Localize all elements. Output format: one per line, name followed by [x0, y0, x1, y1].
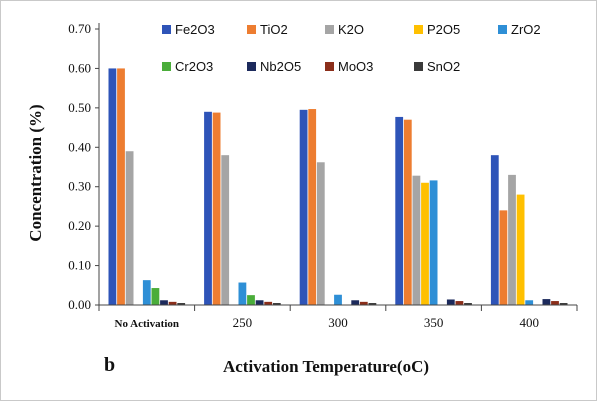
bar-p2o5 — [516, 194, 525, 305]
bar-moo3 — [168, 301, 177, 305]
x-tick-label: 350 — [424, 315, 444, 330]
bar-tio2 — [403, 119, 412, 305]
legend-label: SnO2 — [427, 59, 460, 74]
bar-zro2 — [429, 180, 438, 305]
series-p2o5 — [421, 182, 525, 305]
legend-label: TiO2 — [260, 22, 288, 37]
bar-sno2 — [368, 303, 377, 305]
bar-nb2o5 — [446, 299, 455, 305]
series-nb2o5 — [160, 299, 551, 305]
legend: Fe2O3 TiO2 K2O P2O5 ZrO2 Cr2O3 Nb2O5 MoO3 SnO2 — [162, 22, 541, 74]
bar-cr2o3 — [151, 288, 160, 305]
bar-k2o — [316, 162, 325, 305]
bar-nb2o5 — [351, 300, 360, 305]
bar-k2o — [125, 151, 134, 305]
series-cr2o3 — [151, 288, 255, 305]
y-axis-label: Concentration (%) — [26, 104, 45, 241]
bar-moo3 — [551, 301, 559, 305]
bar-zro2 — [525, 300, 534, 305]
bar-moo3 — [455, 301, 464, 305]
legend-swatch — [162, 25, 171, 34]
series-k2o — [125, 151, 516, 305]
series-zro2 — [142, 180, 534, 305]
bar-moo3 — [359, 301, 368, 305]
x-tick-label: 400 — [519, 315, 539, 330]
bar-k2o — [412, 175, 421, 305]
legend-swatch — [414, 25, 423, 34]
legend-label: P2O5 — [427, 22, 460, 37]
legend-swatch — [498, 25, 507, 34]
y-tick-label: 0.50 — [68, 100, 91, 115]
legend-item: MoO3 — [325, 59, 373, 74]
legend-item: P2O5 — [414, 22, 460, 37]
bar-series-group — [108, 68, 568, 306]
bar-zro2 — [142, 280, 151, 305]
legend-swatch — [325, 62, 334, 71]
bar-fe2o3 — [108, 68, 117, 305]
bar-fe2o3 — [204, 111, 212, 305]
legend-swatch — [247, 62, 256, 71]
bar-tio2 — [212, 112, 221, 306]
x-axis-label: Activation Temperature(oC) — [223, 357, 429, 376]
bar-moo3 — [264, 301, 273, 305]
bar-fe2o3 — [490, 155, 499, 305]
legend-label: K2O — [338, 22, 364, 37]
bar-sno2 — [559, 303, 568, 305]
y-tick-label: 0.70 — [68, 21, 91, 36]
bar-tio2 — [117, 68, 125, 305]
bar-tio2 — [499, 210, 508, 305]
x-tick-label: No Activation — [115, 318, 179, 330]
legend-swatch — [414, 62, 423, 71]
legend-label: MoO3 — [338, 59, 373, 74]
series-fe2o3 — [108, 68, 499, 305]
bar-k2o — [508, 174, 516, 305]
bar-cr2o3 — [247, 295, 255, 305]
legend-item: Cr2O3 — [162, 59, 213, 74]
bar-zro2 — [238, 282, 247, 305]
bar-fe2o3 — [299, 109, 308, 305]
y-tick-label: 0.10 — [68, 258, 91, 273]
legend-swatch — [325, 25, 334, 34]
y-tick-label: 0.30 — [68, 179, 91, 194]
bar-fe2o3 — [395, 116, 404, 305]
panel-label: b — [104, 354, 115, 376]
series-moo3 — [168, 301, 559, 305]
legend-label: Nb2O5 — [260, 59, 301, 74]
bar-nb2o5 — [542, 299, 551, 305]
bar-sno2 — [177, 303, 186, 305]
axes — [98, 23, 577, 306]
bar-tio2 — [308, 109, 317, 305]
x-tick-label: 250 — [233, 315, 253, 330]
legend-item: Fe2O3 — [162, 22, 215, 37]
y-tick-label: 0.60 — [68, 60, 91, 75]
legend-swatch — [247, 25, 256, 34]
legend-item: TiO2 — [247, 22, 288, 37]
legend-label: Fe2O3 — [175, 22, 215, 37]
bar-sno2 — [464, 303, 472, 305]
y-tick-label: 0.00 — [68, 297, 91, 312]
x-axis: No Activation 250 300 350 400 — [98, 305, 578, 330]
legend-item: Nb2O5 — [247, 59, 301, 74]
legend-swatch — [162, 62, 171, 71]
legend-item: K2O — [325, 22, 364, 37]
series-sno2 — [177, 303, 568, 305]
bar-p2o5 — [421, 182, 429, 305]
legend-item: ZrO2 — [498, 22, 541, 37]
bar-k2o — [221, 155, 230, 305]
bar-nb2o5 — [255, 300, 264, 305]
y-tick-label: 0.40 — [68, 139, 91, 154]
legend-label: Cr2O3 — [175, 59, 213, 74]
legend-label: ZrO2 — [511, 22, 541, 37]
y-axis: 0.00 0.10 0.20 0.30 0.40 0.50 0.60 0.70 — [68, 21, 99, 312]
x-tick-label: 300 — [328, 315, 348, 330]
bar-sno2 — [272, 303, 281, 305]
bar-zro2 — [334, 294, 342, 305]
y-tick-label: 0.20 — [68, 218, 91, 233]
series-tio2 — [117, 68, 508, 306]
bar-nb2o5 — [160, 300, 168, 305]
legend-item: SnO2 — [414, 59, 460, 74]
